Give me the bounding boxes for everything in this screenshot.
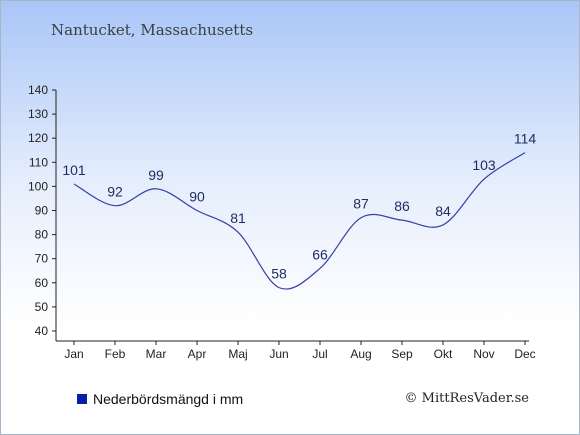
y-tick-label: 50 bbox=[35, 300, 49, 314]
x-tick-label: Jul bbox=[312, 347, 327, 361]
chart-title: Nantucket, Massachusetts bbox=[51, 21, 254, 39]
data-label: 84 bbox=[435, 203, 451, 219]
data-label: 103 bbox=[472, 157, 496, 173]
x-tick-label: Mar bbox=[146, 347, 167, 361]
data-label: 87 bbox=[353, 196, 369, 212]
x-tick-label: Dec bbox=[514, 347, 535, 361]
y-tick-label: 80 bbox=[35, 228, 49, 242]
data-label: 58 bbox=[271, 266, 287, 282]
legend-swatch bbox=[77, 394, 87, 404]
y-tick-label: 100 bbox=[28, 179, 48, 193]
x-tick-label: Sep bbox=[391, 347, 413, 361]
x-tick-label: Maj bbox=[228, 347, 247, 361]
y-tick-label: 140 bbox=[28, 83, 48, 97]
y-tick-label: 110 bbox=[29, 155, 48, 169]
y-tick-label: 120 bbox=[28, 131, 48, 145]
x-tick-label: Nov bbox=[473, 347, 494, 361]
data-label: 99 bbox=[148, 167, 164, 183]
data-label: 66 bbox=[312, 246, 328, 262]
y-tick-label: 70 bbox=[35, 252, 49, 266]
x-tick-label: Jun bbox=[269, 347, 288, 361]
y-tick-label: 130 bbox=[28, 107, 48, 121]
y-tick-label: 60 bbox=[35, 276, 49, 290]
data-label: 86 bbox=[394, 198, 410, 214]
x-tick-label: Aug bbox=[350, 347, 371, 361]
x-tick-label: Apr bbox=[188, 347, 207, 361]
x-tick-label: Okt bbox=[434, 347, 453, 361]
x-tick-label: Jan bbox=[64, 347, 83, 361]
series-line bbox=[73, 152, 526, 290]
legend-label: Nederbördsmängd i mm bbox=[93, 391, 244, 407]
data-label: 101 bbox=[62, 162, 86, 178]
data-label: 92 bbox=[107, 184, 123, 200]
data-label: 90 bbox=[189, 189, 205, 205]
data-label: 114 bbox=[514, 131, 537, 147]
credit-text: © MittResVader.se bbox=[404, 391, 529, 406]
x-tick-label: Feb bbox=[105, 347, 126, 361]
data-label: 81 bbox=[230, 210, 246, 226]
y-tick-label: 90 bbox=[35, 204, 49, 218]
y-tick-label: 40 bbox=[35, 324, 49, 338]
legend: Nederbördsmängd i mm bbox=[77, 391, 243, 407]
